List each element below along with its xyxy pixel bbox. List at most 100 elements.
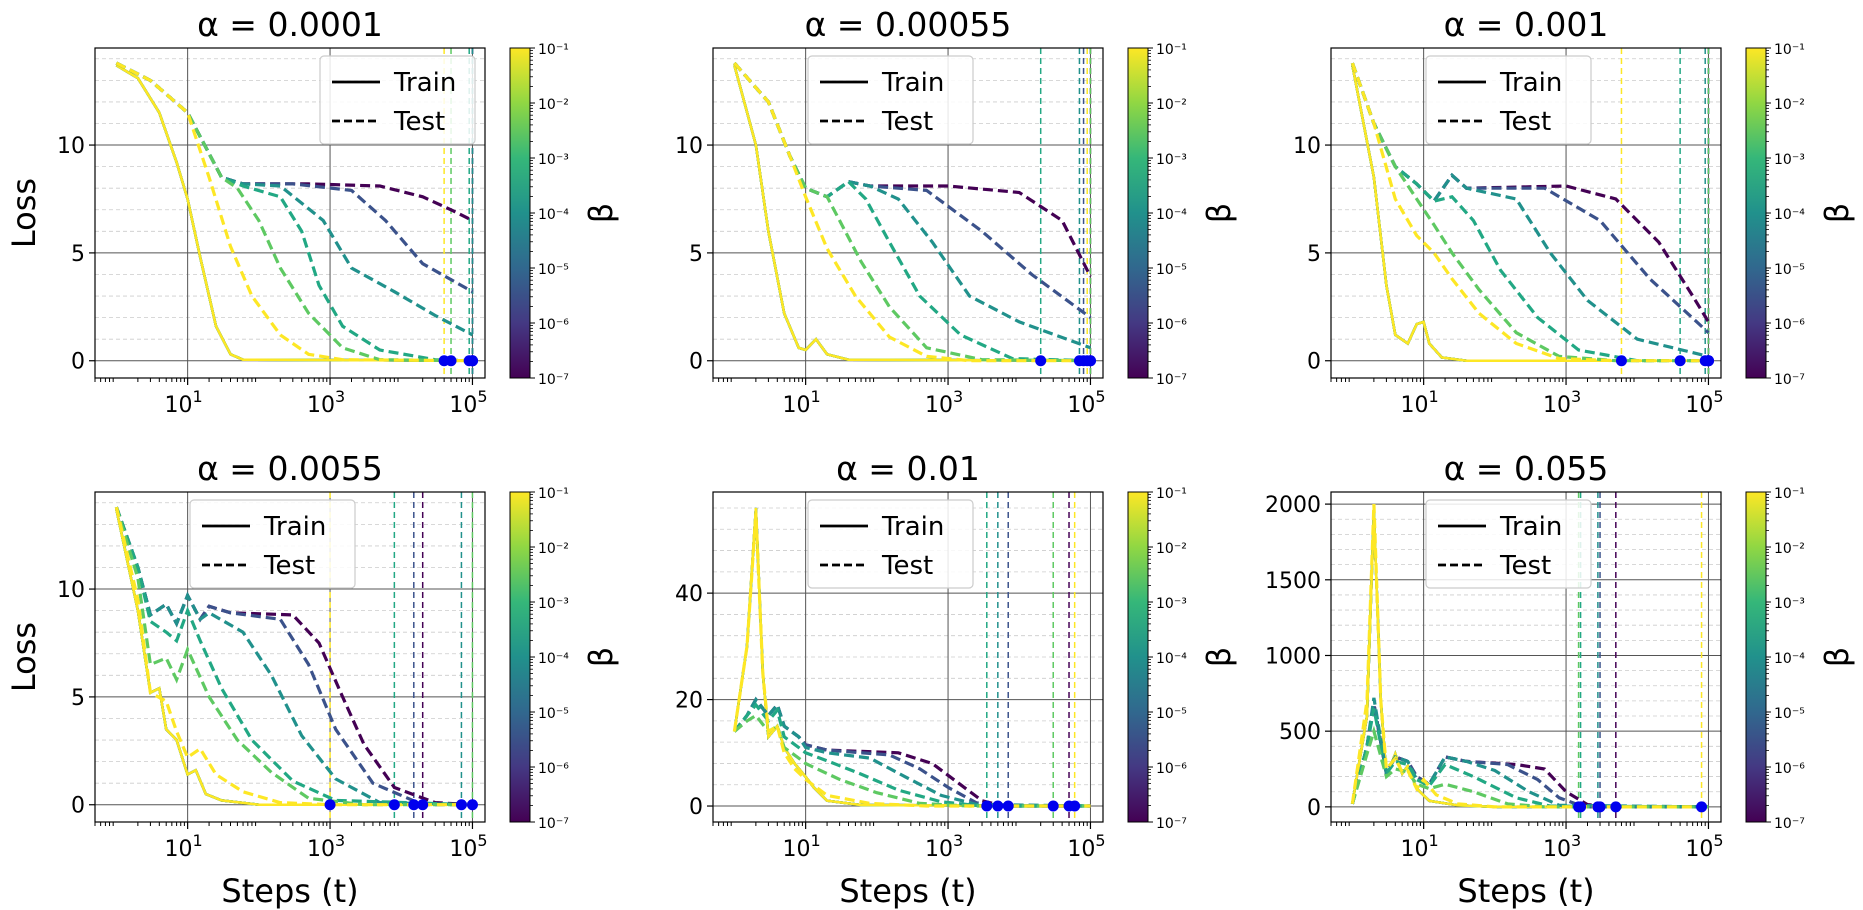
- legend-test-label: Test: [393, 107, 445, 137]
- colorbar-tick-label: 10⁻⁴: [1774, 207, 1805, 223]
- x-tick-label: 105: [1067, 831, 1105, 862]
- colorbar-tick-label: 10⁻⁷: [538, 372, 569, 388]
- axes-frame: [94, 491, 486, 823]
- y-axis-label: Loss: [5, 178, 43, 248]
- colorbar-tick-label: 10⁻³: [1774, 596, 1805, 612]
- y-tick-label: 0: [689, 795, 703, 820]
- panel-4: 0 5 10 101 103 105 α = 0.0055 Loss Steps (t) Trai…: [5, 449, 620, 910]
- x-axis-label: Steps (t): [839, 872, 976, 910]
- colorbar-tick-label: 10⁻¹: [1774, 486, 1805, 502]
- test-line: [1350, 62, 1709, 363]
- colorbar-tick-label: 10⁻³: [538, 596, 569, 612]
- y-tick-label: 40: [675, 582, 703, 607]
- colorbar-tick-label: 10⁻²: [1156, 541, 1187, 557]
- stop-marker: [455, 799, 467, 811]
- train-line: [115, 64, 473, 362]
- test-line: [1350, 725, 1709, 809]
- colorbar-tick-label: 10⁻⁵: [1774, 262, 1805, 278]
- colorbar-gradient: [1127, 47, 1149, 379]
- stop-marker: [1035, 355, 1047, 367]
- stop-marker: [1610, 801, 1622, 813]
- colorbar-tick-label: 10⁻⁴: [1774, 651, 1805, 667]
- colorbar-gradient: [1127, 491, 1149, 823]
- colorbar-tick-label: 10⁻³: [1774, 152, 1805, 168]
- colorbar-tick-label: 10⁻¹: [1774, 42, 1805, 58]
- colorbar-tick-label: 10⁻⁷: [1156, 372, 1187, 388]
- colorbar-tick-label: 10⁻³: [1156, 152, 1187, 168]
- panel-title: α = 0.0001: [197, 5, 383, 44]
- test-line: [114, 506, 473, 807]
- y-tick-label: 10: [675, 134, 703, 159]
- legend-train-label: Train: [881, 68, 944, 98]
- colorbar-label: β: [1200, 647, 1238, 667]
- colorbar-tick-label: 10⁻¹: [538, 486, 569, 502]
- test-line: [115, 61, 474, 337]
- colorbar-tick-label: 10⁻⁴: [538, 651, 569, 667]
- test-line: [114, 506, 473, 807]
- x-tick-label: 101: [1401, 387, 1439, 418]
- y-tick-label: 5: [71, 686, 85, 711]
- stop-marker: [1592, 801, 1604, 813]
- stop-marker: [463, 355, 475, 367]
- legend: Train Test: [807, 55, 974, 145]
- y-tick-label: 2000: [1265, 493, 1321, 518]
- colorbar-tick-label: 10⁻⁴: [1156, 651, 1187, 667]
- colorbar-tick-label: 10⁻²: [1156, 97, 1187, 113]
- legend: Train Test: [807, 499, 974, 589]
- y-tick-label: 10: [57, 578, 85, 603]
- stop-marker: [1573, 801, 1585, 813]
- stop-marker: [1047, 800, 1059, 812]
- colorbar-tick-label: 10⁻²: [538, 97, 569, 113]
- legend: Train Test: [189, 499, 356, 589]
- test-line: [1350, 62, 1710, 323]
- colorbar-tick-label: 10⁻⁶: [538, 761, 569, 777]
- colorbar-tick-label: 10⁻³: [538, 152, 569, 168]
- x-tick-label: 105: [1067, 387, 1105, 418]
- curves: [1350, 48, 1714, 378]
- panel-title: α = 0.00055: [805, 5, 1012, 44]
- test-line: [115, 61, 473, 363]
- colorbar-tick-label: 10⁻⁴: [538, 207, 569, 223]
- legend: Train Test: [1425, 55, 1592, 145]
- colorbar-tick-label: 10⁻¹: [1156, 486, 1187, 502]
- colorbar-tick-label: 10⁻²: [1774, 97, 1805, 113]
- x-tick-label: 101: [165, 387, 203, 418]
- panel-title: α = 0.01: [836, 449, 980, 488]
- stop-marker: [324, 799, 336, 811]
- x-tick-label: 101: [783, 387, 821, 418]
- test-line: [733, 62, 1091, 363]
- x-tick-label: 103: [307, 387, 345, 418]
- colorbar-tick-label: 10⁻⁷: [1774, 372, 1805, 388]
- colorbar: 10⁻⁷ 10⁻⁶ 10⁻⁵ 10⁻⁴ 10⁻³ 10⁻² 10⁻¹ β: [1127, 486, 1238, 832]
- stop-marker: [438, 355, 450, 367]
- axes-frame: [1330, 491, 1722, 823]
- y-axis-label: Loss: [5, 622, 43, 692]
- stop-marker: [1069, 800, 1081, 812]
- stop-marker: [1696, 801, 1708, 813]
- x-tick-label: 101: [1401, 831, 1439, 862]
- colorbar: 10⁻⁷ 10⁻⁶ 10⁻⁵ 10⁻⁴ 10⁻³ 10⁻² 10⁻¹ β: [1745, 42, 1856, 388]
- colorbar: 10⁻⁷ 10⁻⁶ 10⁻⁵ 10⁻⁴ 10⁻³ 10⁻² 10⁻¹ β: [509, 486, 620, 832]
- x-tick-label: 101: [165, 831, 203, 862]
- colorbar-label: β: [582, 647, 620, 667]
- stop-marker: [1002, 800, 1014, 812]
- colorbar-gradient: [509, 491, 531, 823]
- y-tick-label: 5: [1307, 242, 1321, 267]
- colorbar-label: β: [1818, 203, 1856, 223]
- x-tick-label: 103: [1543, 831, 1581, 862]
- colorbar-tick-label: 10⁻³: [1156, 596, 1187, 612]
- y-tick-label: 1500: [1265, 569, 1321, 594]
- curves: [732, 492, 1091, 822]
- x-tick-label: 101: [783, 831, 821, 862]
- colorbar-gradient: [509, 47, 531, 379]
- y-tick-label: 10: [57, 134, 85, 159]
- x-tick-label: 105: [449, 831, 487, 862]
- colorbar-tick-label: 10⁻²: [1774, 541, 1805, 557]
- stop-marker: [1081, 355, 1093, 367]
- colorbar-tick-label: 10⁻⁵: [1156, 262, 1187, 278]
- curves: [114, 492, 478, 822]
- axes-frame: [712, 491, 1104, 823]
- legend-train-label: Train: [881, 512, 944, 542]
